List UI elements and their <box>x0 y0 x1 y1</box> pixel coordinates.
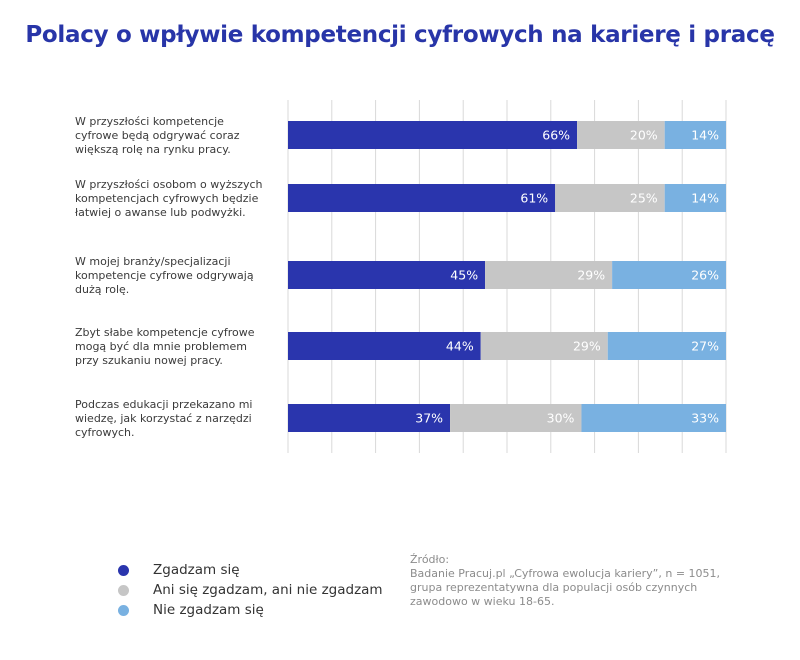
chart-title: Polacy o wpływie kompetencji cyfrowych n… <box>25 22 775 48</box>
legend-label: Zgadzam się <box>153 562 240 578</box>
bar-value-label: 66% <box>542 128 570 143</box>
legend: Zgadzam się Ani się zgadzam, ani nie zgad… <box>118 560 383 620</box>
bar-segment-2 <box>485 261 613 289</box>
bar-segment-1 <box>288 332 481 360</box>
legend-item: Nie zgadzam się <box>118 600 383 620</box>
category-label: kompetencjach cyfrowych będzie <box>75 192 259 205</box>
bar-value-label: 37% <box>415 411 443 426</box>
legend-dot-icon <box>118 584 129 596</box>
bar-value-label: 27% <box>691 339 719 354</box>
legend-label: Nie zgadzam się <box>153 602 264 618</box>
category-label: przy szukaniu nowej pracy. <box>75 354 223 367</box>
bar-value-label: 29% <box>573 339 601 354</box>
legend-item: Ani się zgadzam, ani nie zgadzam <box>118 580 383 600</box>
legend-label: Ani się zgadzam, ani nie zgadzam <box>153 582 383 598</box>
bar-value-label: 30% <box>547 411 575 426</box>
category-label: dużą rolę. <box>75 283 129 296</box>
bar-value-label: 29% <box>577 268 605 283</box>
category-label: cyfrowe będą odgrywać coraz <box>75 129 240 142</box>
bar-segment-2 <box>450 404 582 432</box>
bar-value-label: 45% <box>450 268 478 283</box>
bar-value-label: 44% <box>446 339 474 354</box>
category-label: Podczas edukacji przekazano mi <box>75 398 253 411</box>
bar-segment-3 <box>612 261 726 289</box>
bar-segment-1 <box>288 261 486 289</box>
bar-segment-3 <box>664 121 726 149</box>
bar-segment-3 <box>664 184 726 212</box>
bar-value-label: 25% <box>630 191 658 206</box>
category-label: cyfrowych. <box>75 426 134 439</box>
category-label: większą rolę na rynku pracy. <box>75 143 231 156</box>
bar-segment-2 <box>577 121 665 149</box>
bar-value-label: 33% <box>691 411 719 426</box>
category-label: Zbyt słabe kompetencje cyfrowe <box>75 326 255 339</box>
legend-item: Zgadzam się <box>118 560 383 580</box>
source-text: Badanie Pracuj.pl „Cyfrowa ewolucja kari… <box>410 567 721 608</box>
category-label: W przyszłości kompetencje <box>75 115 224 128</box>
bar-value-label: 14% <box>691 128 719 143</box>
source-label: Źródło: <box>410 553 450 566</box>
bar-segment-1 <box>288 184 556 212</box>
category-label: W mojej branży/specjalizacji <box>75 255 231 268</box>
category-label: mogą być dla mnie problemem <box>75 340 247 353</box>
category-label: W przyszłości osobom o wyższych <box>75 178 263 191</box>
bar-segment-1 <box>288 404 451 432</box>
category-label: wiedzę, jak korzystać z narzędzi <box>75 412 252 425</box>
category-label: łatwiej o awanse lub podwyżki. <box>75 206 246 219</box>
bar-value-label: 61% <box>520 191 548 206</box>
bar-segment-2 <box>555 184 665 212</box>
bar-segment-3 <box>581 404 726 432</box>
bar-segment-1 <box>288 121 578 149</box>
bar-segment-2 <box>480 332 608 360</box>
category-label: kompetencje cyfrowe odgrywają <box>75 269 254 282</box>
bar-value-label: 20% <box>630 128 658 143</box>
bar-value-label: 26% <box>691 268 719 283</box>
bar-value-label: 14% <box>691 191 719 206</box>
bar-segment-3 <box>607 332 726 360</box>
legend-dot-icon <box>118 564 129 576</box>
source-note: Źródło: Badanie Pracuj.pl „Cyfrowa ewolu… <box>410 553 740 609</box>
legend-dot-icon <box>118 604 129 616</box>
